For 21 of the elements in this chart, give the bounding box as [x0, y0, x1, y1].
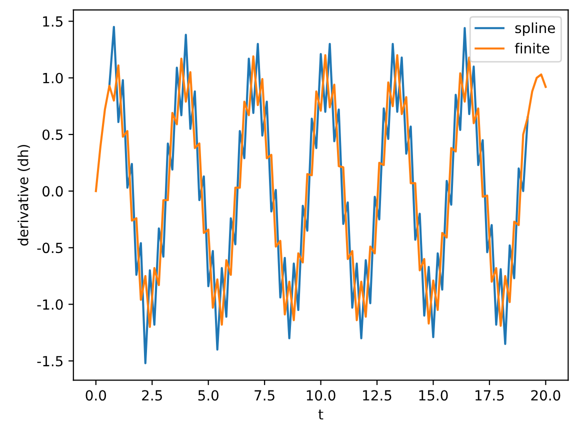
- legend-label: finite: [514, 42, 550, 54]
- x-tick-label: 2.5: [142, 390, 162, 401]
- y-tick-label: 0.0: [42, 186, 63, 197]
- line-series: [94, 54, 547, 328]
- legend-label: spline: [515, 22, 555, 36]
- x-tick-label: 5.0: [198, 390, 218, 401]
- x-tick-label: 20.0: [531, 390, 560, 401]
- y-tick-label: 1.5: [43, 16, 62, 27]
- y-tick-label: -0.5: [37, 242, 62, 254]
- x-tick-label: 12.5: [363, 390, 392, 401]
- x-tick-label: 7.5: [254, 390, 274, 401]
- x-tick-label: 15.0: [419, 390, 448, 401]
- y-tick-label: 0.5: [42, 129, 62, 140]
- x-tick-label: 0.0: [86, 390, 106, 401]
- y-tick-label: -1.0: [37, 299, 63, 310]
- y-tick-label: -1.5: [37, 356, 62, 366]
- y-axis-title: derivative (dh): [18, 144, 30, 246]
- y-tick-label: 1.0: [43, 72, 63, 84]
- x-tick-label: 10.0: [306, 390, 336, 401]
- x-tick-label: 17.5: [476, 390, 504, 401]
- x-axis-title: t: [318, 410, 324, 420]
